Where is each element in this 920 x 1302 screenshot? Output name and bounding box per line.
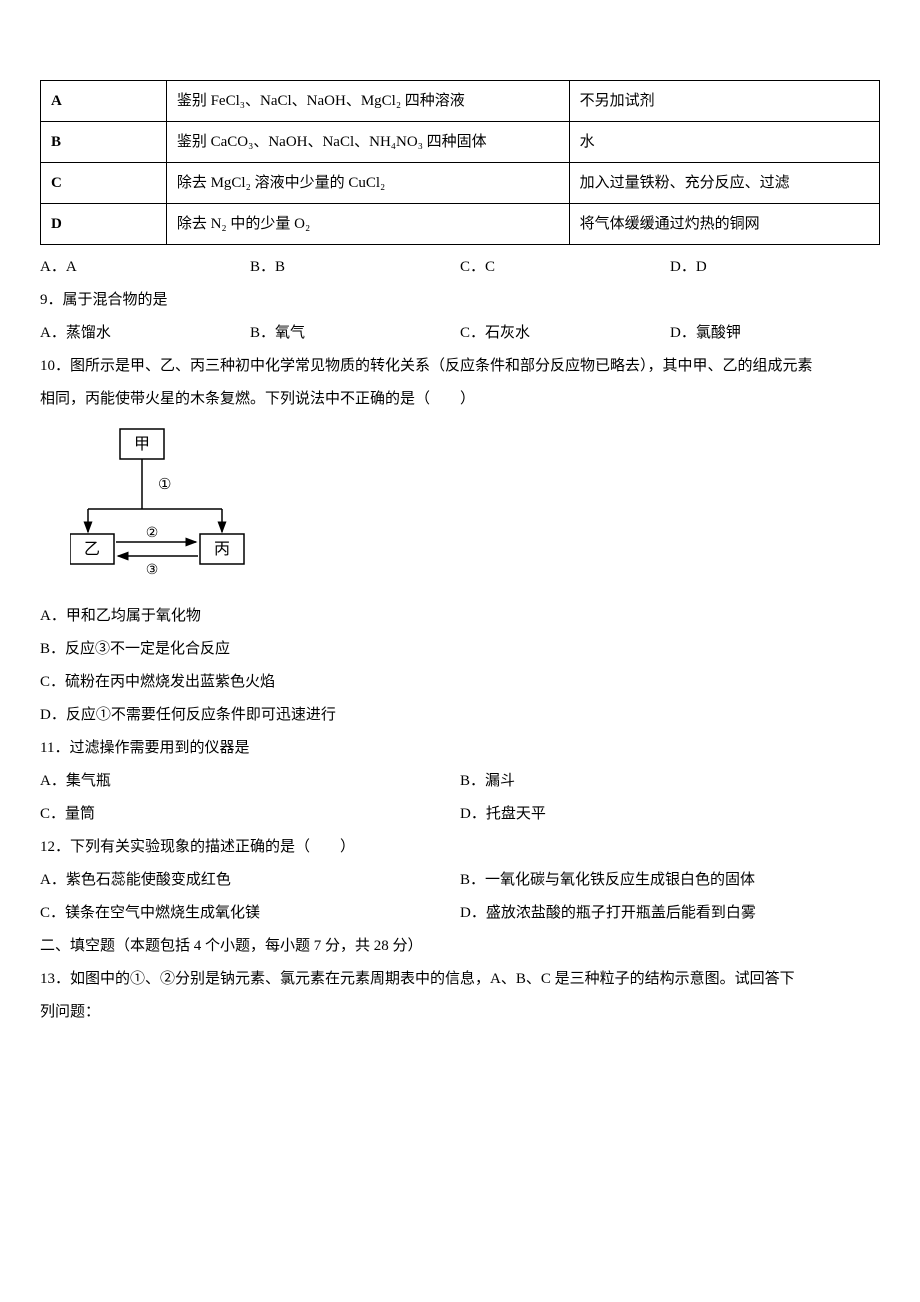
q10-option-b: B．反应③不一定是化合反应 xyxy=(40,633,880,666)
q8-options: A．A B．B C．C D．D xyxy=(40,251,880,284)
table-row: D 除去 N₂ 中的少量 O₂ 将气体缓缓通过灼热的铜网 xyxy=(41,204,880,245)
q13-stem-line1: 13．如图中的①、②分别是钠元素、氯元素在元素周期表中的信息，A、B、C 是三种… xyxy=(40,963,880,996)
q13-stem-line2: 列问题： xyxy=(40,996,880,1029)
option-a: A．蒸馏水 xyxy=(40,317,250,350)
row-method: 水 xyxy=(569,122,879,163)
row-label: B xyxy=(41,122,167,163)
row-task: 鉴别 FeCl₃、NaCl、NaOH、MgCl₂ 四种溶液 xyxy=(166,81,569,122)
q10-option-a: A．甲和乙均属于氧化物 xyxy=(40,600,880,633)
row-task: 鉴别 CaCO₃、NaOH、NaCl、NH₄NO₃ 四种固体 xyxy=(166,122,569,163)
option-b: B．氧气 xyxy=(250,317,460,350)
row-label: A xyxy=(41,81,167,122)
q10-option-d: D．反应①不需要任何反应条件即可迅速进行 xyxy=(40,699,880,732)
q12-options: A．紫色石蕊能使酸变成红色 B．一氧化碳与氧化铁反应生成银白色的固体 C．镁条在… xyxy=(40,864,880,930)
q11-options: A．集气瓶 B．漏斗 C．量筒 D．托盘天平 xyxy=(40,765,880,831)
q12-stem: 12．下列有关实验现象的描述正确的是（ ） xyxy=(40,831,880,864)
label-3: ③ xyxy=(146,563,159,578)
section-2-title: 二、填空题（本题包括 4 个小题，每小题 7 分，共 28 分） xyxy=(40,930,880,963)
node-jia: 甲 xyxy=(134,436,150,453)
table-row: A 鉴别 FeCl₃、NaCl、NaOH、MgCl₂ 四种溶液 不另加试剂 xyxy=(41,81,880,122)
row-label: C xyxy=(41,163,167,204)
row-label: D xyxy=(41,204,167,245)
option-a: A．紫色石蕊能使酸变成红色 xyxy=(40,864,460,897)
row-task: 除去 N₂ 中的少量 O₂ xyxy=(166,204,569,245)
option-c: C．量筒 xyxy=(40,798,460,831)
table-row: B 鉴别 CaCO₃、NaOH、NaCl、NH₄NO₃ 四种固体 水 xyxy=(41,122,880,163)
experiment-table: A 鉴别 FeCl₃、NaCl、NaOH、MgCl₂ 四种溶液 不另加试剂 B … xyxy=(40,80,880,245)
option-d: D．氯酸钾 xyxy=(670,317,880,350)
option-d: D．D xyxy=(670,251,880,284)
option-a: A．A xyxy=(40,251,250,284)
option-b: B．B xyxy=(250,251,460,284)
q11-stem: 11．过滤操作需要用到的仪器是 xyxy=(40,732,880,765)
option-c: C．镁条在空气中燃烧生成氧化镁 xyxy=(40,897,460,930)
option-c: C．石灰水 xyxy=(460,317,670,350)
q10-stem-line2: 相同，丙能使带火星的木条复燃。下列说法中不正确的是（ ） xyxy=(40,383,880,416)
label-1: ① xyxy=(158,477,171,493)
row-task: 除去 MgCl₂ 溶液中少量的 CuCl₂ xyxy=(166,163,569,204)
table-row: C 除去 MgCl₂ 溶液中少量的 CuCl₂ 加入过量铁粉、充分反应、过滤 xyxy=(41,163,880,204)
option-b: B．一氧化碳与氧化铁反应生成银白色的固体 xyxy=(460,864,880,897)
row-method: 不另加试剂 xyxy=(569,81,879,122)
row-method: 加入过量铁粉、充分反应、过滤 xyxy=(569,163,879,204)
label-2: ② xyxy=(146,526,159,541)
option-c: C．C xyxy=(460,251,670,284)
option-a: A．集气瓶 xyxy=(40,765,460,798)
q10-option-c: C．硫粉在丙中燃烧发出蓝紫色火焰 xyxy=(40,666,880,699)
option-d: D．盛放浓盐酸的瓶子打开瓶盖后能看到白雾 xyxy=(460,897,880,930)
row-method: 将气体缓缓通过灼热的铜网 xyxy=(569,204,879,245)
option-b: B．漏斗 xyxy=(460,765,880,798)
q10-stem-line1: 10．图所示是甲、乙、丙三种初中化学常见物质的转化关系（反应条件和部分反应物已略… xyxy=(40,350,880,383)
node-bing: 丙 xyxy=(214,541,230,558)
flowchart-svg: 甲 ① 乙 丙 ② ③ xyxy=(70,424,270,579)
q10-diagram: 甲 ① 乙 丙 ② ③ xyxy=(70,424,880,592)
q9-options: A．蒸馏水 B．氧气 C．石灰水 D．氯酸钾 xyxy=(40,317,880,350)
node-yi: 乙 xyxy=(84,541,100,558)
q9-stem: 9．属于混合物的是 xyxy=(40,284,880,317)
option-d: D．托盘天平 xyxy=(460,798,880,831)
